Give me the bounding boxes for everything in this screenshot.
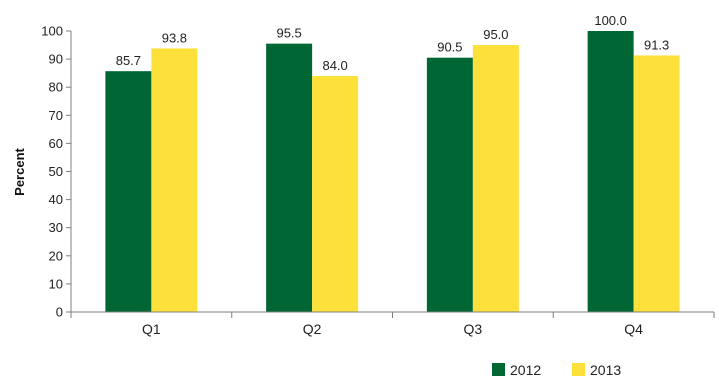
bar-2013-Q2 xyxy=(312,75,359,313)
y-axis-label: Percent xyxy=(12,147,27,195)
bar-value-label: 95.5 xyxy=(276,26,301,41)
bar-value-label: 85.7 xyxy=(116,53,141,68)
bar-2012-Q1 xyxy=(105,71,152,312)
legend-label-2013: 2013 xyxy=(590,362,621,378)
y-tick-label: 0 xyxy=(56,305,63,320)
bar-value-label: 84.0 xyxy=(322,58,347,73)
y-tick-label: 30 xyxy=(49,220,63,235)
bar-2012-Q2 xyxy=(266,43,313,313)
category-label-Q3: Q3 xyxy=(464,321,483,337)
bar-2013-Q3 xyxy=(472,45,519,313)
x-axis-category-labels: Q1 Q2 Q3 Q4 xyxy=(142,321,643,337)
y-tick-label: 40 xyxy=(49,192,63,207)
legend-swatch-2013 xyxy=(572,363,585,376)
y-tick-label: 100 xyxy=(41,24,63,39)
bar-2012-Q3 xyxy=(426,57,473,312)
y-tick-label: 20 xyxy=(49,248,63,263)
bars xyxy=(105,31,680,313)
legend-swatch-2012 xyxy=(492,363,505,376)
bar-2013-Q4 xyxy=(633,55,680,313)
category-label-Q1: Q1 xyxy=(142,321,161,337)
legend-label-2012: 2012 xyxy=(510,362,541,378)
y-tick-label: 70 xyxy=(49,108,63,123)
bar-value-labels: 85.7 93.8 95.5 84.0 90.5 95.0 100.0 91.3 xyxy=(116,13,670,73)
y-tick-label: 90 xyxy=(49,52,63,67)
y-tick-label: 10 xyxy=(49,276,63,291)
bar-value-label: 95.0 xyxy=(483,27,508,42)
bar-value-label: 91.3 xyxy=(644,37,669,52)
y-tick-label: 50 xyxy=(49,164,63,179)
x-axis-ticks xyxy=(70,312,715,318)
y-tick-label: 60 xyxy=(49,136,63,151)
bar-value-label: 100.0 xyxy=(594,13,627,28)
bar-value-label: 90.5 xyxy=(437,40,462,55)
legend: 2012 2013 xyxy=(492,362,621,378)
bar-value-label: 93.8 xyxy=(162,30,187,45)
bar-2012-Q4 xyxy=(587,31,634,312)
y-axis-ticks: 0 10 20 30 40 50 60 70 80 90 100 xyxy=(41,24,71,320)
bar-2013-Q1 xyxy=(151,48,198,313)
category-label-Q2: Q2 xyxy=(303,321,322,337)
y-tick-label: 80 xyxy=(49,80,63,95)
category-label-Q4: Q4 xyxy=(624,321,643,337)
